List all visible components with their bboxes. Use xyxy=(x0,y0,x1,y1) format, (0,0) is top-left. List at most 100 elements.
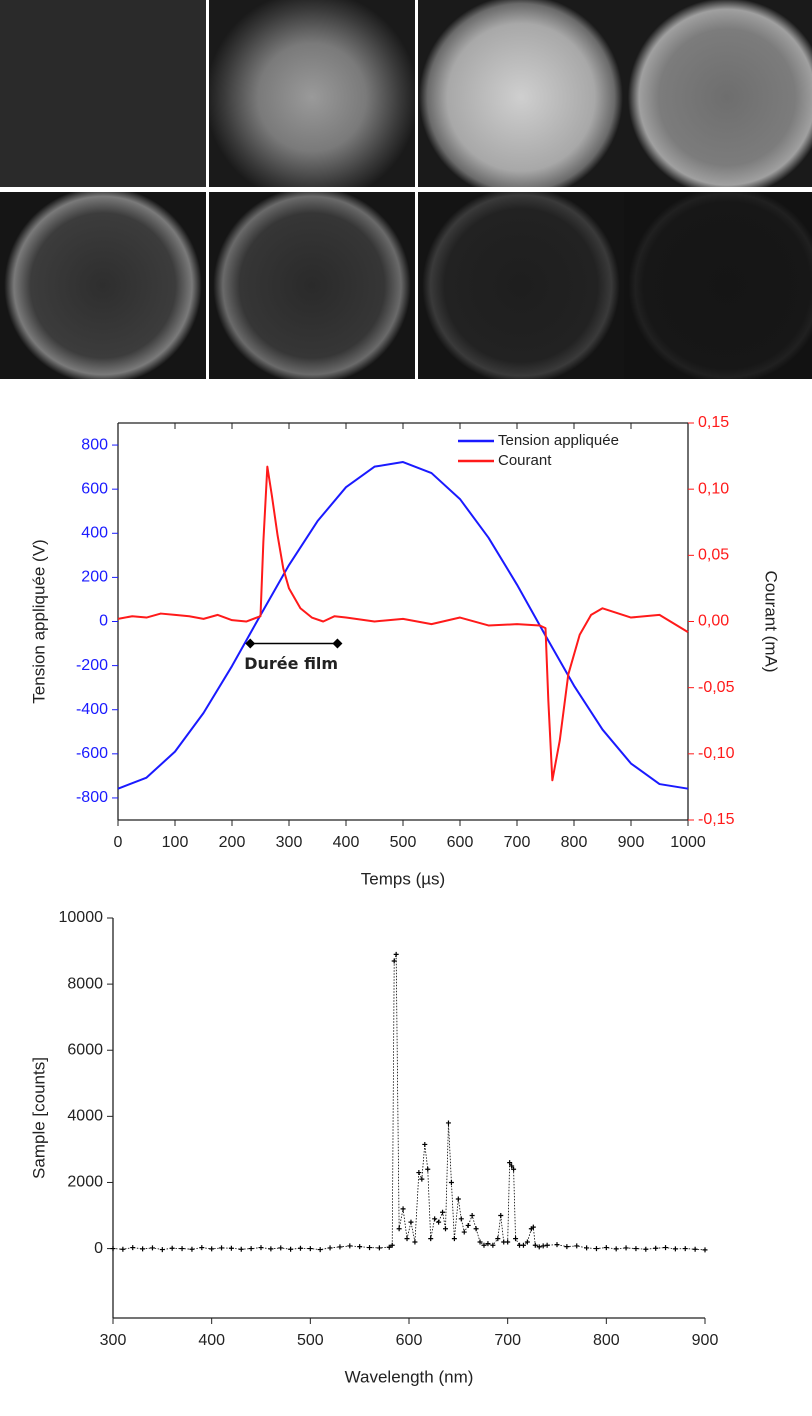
data-point xyxy=(432,1216,438,1222)
data-point xyxy=(179,1246,185,1252)
data-point xyxy=(663,1245,669,1251)
data-point xyxy=(238,1246,244,1252)
data-point xyxy=(593,1246,599,1252)
y-tick-label: -800 xyxy=(76,789,108,806)
data-point xyxy=(376,1245,382,1251)
data-point xyxy=(532,1242,538,1248)
photo xyxy=(624,192,812,379)
data-point xyxy=(455,1196,461,1202)
data-point xyxy=(317,1247,323,1253)
data-point xyxy=(209,1246,215,1252)
photo xyxy=(0,192,206,379)
data-point xyxy=(451,1236,457,1242)
series-line xyxy=(117,465,689,782)
x-tick-label: 700 xyxy=(504,834,531,851)
data-point xyxy=(458,1216,464,1222)
data-point xyxy=(386,1244,392,1250)
data-point xyxy=(524,1239,530,1245)
y-tick-label: 400 xyxy=(81,524,108,541)
x-tick-label: 100 xyxy=(162,834,189,851)
photo xyxy=(418,192,624,379)
data-point xyxy=(396,1226,402,1232)
x-tick-label: 400 xyxy=(333,834,360,851)
data-point xyxy=(544,1242,550,1248)
data-point xyxy=(288,1246,294,1252)
annotation-end xyxy=(245,638,256,649)
data-point xyxy=(513,1236,519,1242)
x-axis-label: Temps (µs) xyxy=(361,869,445,888)
y2-tick-label: -0,05 xyxy=(698,679,735,696)
data-point xyxy=(367,1245,373,1251)
photo xyxy=(209,0,415,187)
data-point xyxy=(633,1246,639,1252)
y-tick-label: 0 xyxy=(94,1240,103,1257)
data-point xyxy=(682,1246,688,1252)
y-tick-label: 8000 xyxy=(67,975,103,992)
data-point xyxy=(110,1246,116,1252)
data-point xyxy=(357,1244,363,1250)
data-point xyxy=(702,1247,708,1253)
data-point xyxy=(278,1245,284,1251)
y2-tick-label: -0,10 xyxy=(698,745,735,762)
y-tick-label: 10000 xyxy=(59,909,104,926)
x-tick-label: 1000 xyxy=(670,834,706,851)
x-tick-label: 900 xyxy=(618,834,645,851)
data-point xyxy=(248,1246,254,1252)
data-point xyxy=(643,1246,649,1252)
data-point xyxy=(297,1245,303,1251)
y-tick-label: 2000 xyxy=(67,1174,103,1191)
data-point xyxy=(149,1245,155,1251)
data-point xyxy=(465,1222,471,1228)
x-tick-label: 900 xyxy=(692,1332,719,1349)
x-tick-label: 200 xyxy=(219,834,246,851)
data-point xyxy=(530,1224,536,1230)
data-point xyxy=(416,1170,422,1176)
y2-tick-label: 0,00 xyxy=(698,613,729,630)
y-tick-label: 6000 xyxy=(67,1041,103,1058)
x-tick-label: 500 xyxy=(390,834,417,851)
data-point xyxy=(498,1213,504,1219)
data-point xyxy=(448,1179,454,1185)
data-point xyxy=(436,1219,442,1225)
data-point xyxy=(520,1242,526,1248)
y-axis-label: Tension appliquée (V) xyxy=(29,539,48,703)
data-point xyxy=(536,1244,542,1250)
data-point xyxy=(307,1246,313,1252)
data-point xyxy=(140,1246,146,1252)
data-point xyxy=(422,1141,428,1147)
data-point xyxy=(507,1160,513,1166)
data-point xyxy=(228,1245,234,1251)
y-tick-label: 4000 xyxy=(67,1108,103,1125)
data-point xyxy=(461,1229,467,1235)
data-point xyxy=(584,1245,590,1251)
data-point xyxy=(505,1239,511,1245)
data-point xyxy=(623,1245,629,1251)
data-point xyxy=(169,1245,175,1251)
data-point xyxy=(564,1244,570,1250)
x-tick-label: 300 xyxy=(276,834,303,851)
photo xyxy=(0,0,206,187)
data-point xyxy=(428,1236,434,1242)
photo xyxy=(624,0,812,187)
x-tick-label: 700 xyxy=(494,1332,521,1349)
data-point xyxy=(495,1236,501,1242)
data-point xyxy=(554,1242,560,1248)
photo xyxy=(418,0,624,187)
data-point xyxy=(130,1245,136,1251)
y-tick-label: -400 xyxy=(76,701,108,718)
series-line xyxy=(112,953,706,1251)
data-point xyxy=(425,1166,431,1172)
data-point xyxy=(469,1213,475,1219)
y-tick-label: 600 xyxy=(81,480,108,497)
annotation-end xyxy=(332,638,343,649)
legend-label: Courant xyxy=(498,452,552,469)
data-point xyxy=(445,1120,451,1126)
data-point xyxy=(603,1245,609,1251)
y2-axis-label: Courant (mA) xyxy=(762,570,781,672)
data-point xyxy=(485,1241,491,1247)
series-line xyxy=(117,461,689,790)
x-tick-label: 600 xyxy=(447,834,474,851)
x-tick-label: 300 xyxy=(100,1332,127,1349)
data-point xyxy=(347,1243,353,1249)
